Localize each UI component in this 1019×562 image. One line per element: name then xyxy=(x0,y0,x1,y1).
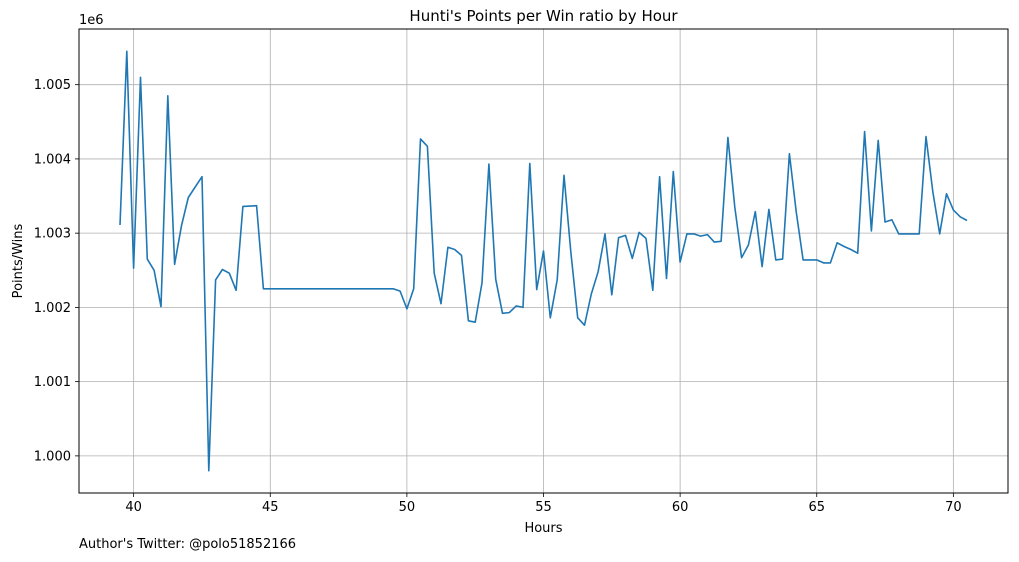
chart-title: Hunti's Points per Win ratio by Hour xyxy=(409,7,678,25)
y-axis-offset-label: 1e6 xyxy=(79,13,104,28)
y-tick-label: 1.004 xyxy=(34,152,71,167)
y-tick-label: 1.000 xyxy=(34,449,71,464)
grid-lines xyxy=(79,29,1008,493)
y-tick-label: 1.003 xyxy=(34,227,71,242)
y-tick-label: 1.005 xyxy=(34,78,71,93)
x-tick-label: 40 xyxy=(125,500,142,515)
x-tick-label: 50 xyxy=(399,500,416,515)
x-tick-label: 60 xyxy=(672,500,689,515)
x-tick-label: 70 xyxy=(945,500,962,515)
x-axis-ticks: 40 45 50 55 60 65 70 xyxy=(125,493,962,515)
series-line xyxy=(119,50,968,472)
y-axis-ticks: 1.000 1.001 1.002 1.003 1.004 1.005 xyxy=(34,78,79,464)
x-tick-label: 65 xyxy=(808,500,825,515)
y-tick-label: 1.002 xyxy=(34,301,71,316)
series-group xyxy=(119,50,968,472)
x-axis-label: Hours xyxy=(524,521,562,536)
author-credit: Author's Twitter: @polo51852166 xyxy=(79,537,297,552)
y-tick-label: 1.001 xyxy=(34,375,71,390)
y-axis-label: Points/Wins xyxy=(11,223,26,298)
x-tick-label: 55 xyxy=(535,500,552,515)
x-tick-label: 45 xyxy=(262,500,279,515)
